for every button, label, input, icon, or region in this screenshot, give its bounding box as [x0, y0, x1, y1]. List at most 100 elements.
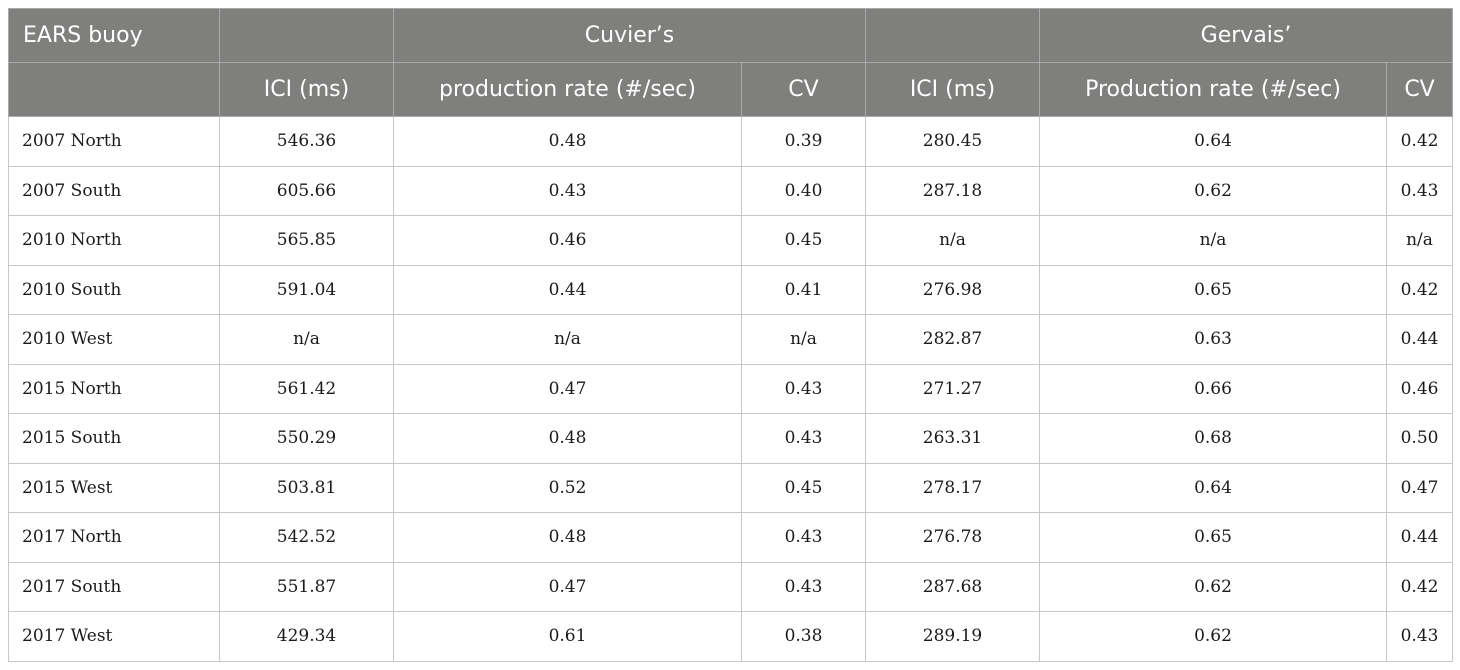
cell-gervais-production-rate: 0.65 — [1039, 264, 1388, 315]
cell-gervais-production-rate: 0.62 — [1039, 561, 1388, 612]
table-row: 2010 West n/a n/a n/a 282.87 0.63 0.44 — [8, 314, 1454, 365]
cell-buoy-label: 2015 South — [8, 413, 220, 464]
cell-buoy-label: 2017 South — [8, 561, 220, 612]
cell-cuvier-ici: 550.29 — [219, 413, 394, 464]
header-gervais-ici: ICI (ms) — [865, 62, 1041, 117]
cell-gervais-production-rate: n/a — [1039, 215, 1388, 266]
table-row: 2007 North 546.36 0.48 0.39 280.45 0.64 0.42 — [8, 116, 1454, 167]
cell-gervais-ici: 271.27 — [865, 363, 1041, 414]
cell-gervais-cv: 0.46 — [1386, 363, 1454, 414]
cell-cuvier-cv: 0.41 — [740, 264, 867, 315]
cell-cuvier-production-rate: 0.44 — [393, 264, 742, 315]
cell-cuvier-cv: 0.43 — [740, 363, 867, 414]
cell-cuvier-production-rate: 0.52 — [393, 462, 742, 513]
table-row: 2010 North 565.85 0.46 0.45 n/a n/a n/a — [8, 215, 1454, 266]
cell-cuvier-ici: 591.04 — [219, 264, 394, 315]
cell-gervais-ici: 282.87 — [865, 314, 1041, 365]
cell-cuvier-cv: 0.43 — [740, 512, 867, 563]
cell-buoy-label: 2007 North — [8, 116, 220, 167]
header-blank — [219, 8, 394, 63]
cell-cuvier-ici: 565.85 — [219, 215, 394, 266]
cell-gervais-production-rate: 0.62 — [1039, 611, 1388, 662]
cell-gervais-production-rate: 0.64 — [1039, 462, 1388, 513]
cell-gervais-cv: n/a — [1386, 215, 1454, 266]
cell-cuvier-production-rate: 0.48 — [393, 413, 742, 464]
cell-cuvier-ici: 542.52 — [219, 512, 394, 563]
cell-gervais-ici: 289.19 — [865, 611, 1041, 662]
cell-cuvier-production-rate: 0.48 — [393, 512, 742, 563]
header-row-group: EARS buoy Cuvier’s Gervais’ — [8, 8, 1454, 63]
cell-cuvier-cv: 0.43 — [740, 561, 867, 612]
table-body: 2007 North 546.36 0.48 0.39 280.45 0.64 0.42 20… — [8, 116, 1454, 662]
cell-cuvier-cv: 0.40 — [740, 165, 867, 216]
cell-cuvier-cv: n/a — [740, 314, 867, 365]
cell-buoy-label: 2010 North — [8, 215, 220, 266]
header-blank — [865, 8, 1041, 63]
cell-gervais-ici: 276.78 — [865, 512, 1041, 563]
cell-gervais-ici: 287.18 — [865, 165, 1041, 216]
header-cuvier-ici: ICI (ms) — [219, 62, 394, 117]
cell-cuvier-production-rate: n/a — [393, 314, 742, 365]
table-row: 2010 South 591.04 0.44 0.41 276.98 0.65 0.42 — [8, 264, 1454, 315]
cell-cuvier-ici: 561.42 — [219, 363, 394, 414]
cell-buoy-label: 2017 West — [8, 611, 220, 662]
cell-gervais-production-rate: 0.66 — [1039, 363, 1388, 414]
header-cuvier-production-rate: production rate (#/sec) — [393, 62, 742, 117]
header-gervais: Gervais’ — [1039, 8, 1454, 63]
table-row: 2017 West 429.34 0.61 0.38 289.19 0.62 0.43 — [8, 611, 1454, 662]
data-table: EARS buoy Cuvier’s Gervais’ ICI (ms) pro… — [8, 8, 1454, 662]
cell-cuvier-cv: 0.45 — [740, 215, 867, 266]
cell-gervais-cv: 0.44 — [1386, 314, 1454, 365]
cell-gervais-ici: 263.31 — [865, 413, 1041, 464]
cell-cuvier-production-rate: 0.47 — [393, 363, 742, 414]
cell-cuvier-ici: 503.81 — [219, 462, 394, 513]
cell-gervais-production-rate: 0.63 — [1039, 314, 1388, 365]
cell-gervais-production-rate: 0.62 — [1039, 165, 1388, 216]
table-row: 2015 West 503.81 0.52 0.45 278.17 0.64 0.47 — [8, 462, 1454, 513]
table-row: 2017 North 542.52 0.48 0.43 276.78 0.65 0.44 — [8, 512, 1454, 563]
cell-gervais-ici: 287.68 — [865, 561, 1041, 612]
cell-cuvier-production-rate: 0.61 — [393, 611, 742, 662]
cell-cuvier-cv: 0.39 — [740, 116, 867, 167]
header-cuviers: Cuvier’s — [392, 8, 867, 63]
cell-gervais-cv: 0.42 — [1386, 561, 1454, 612]
cell-gervais-production-rate: 0.68 — [1039, 413, 1388, 464]
cell-cuvier-cv: 0.43 — [740, 413, 867, 464]
cell-cuvier-production-rate: 0.46 — [393, 215, 742, 266]
cell-gervais-ici: n/a — [865, 215, 1041, 266]
cell-gervais-cv: 0.47 — [1386, 462, 1454, 513]
table-row: 2015 South 550.29 0.48 0.43 263.31 0.68 0.50 — [8, 413, 1454, 464]
cell-cuvier-ici: 546.36 — [219, 116, 394, 167]
cell-cuvier-ici: 429.34 — [219, 611, 394, 662]
cell-cuvier-ici: n/a — [219, 314, 394, 365]
cell-cuvier-ici: 605.66 — [219, 165, 394, 216]
header-row-columns: ICI (ms) production rate (#/sec) CV ICI … — [8, 62, 1454, 117]
cell-cuvier-production-rate: 0.43 — [393, 165, 742, 216]
cell-gervais-ici: 280.45 — [865, 116, 1041, 167]
cell-gervais-cv: 0.42 — [1386, 116, 1454, 167]
cell-buoy-label: 2010 South — [8, 264, 220, 315]
header-gervais-cv: CV — [1386, 62, 1454, 117]
cell-buoy-label: 2010 West — [8, 314, 220, 365]
cell-buoy-label: 2015 North — [8, 363, 220, 414]
cell-gervais-cv: 0.42 — [1386, 264, 1454, 315]
cell-gervais-production-rate: 0.65 — [1039, 512, 1388, 563]
cell-gervais-cv: 0.44 — [1386, 512, 1454, 563]
header-gervais-production-rate: Production rate (#/sec) — [1039, 62, 1388, 117]
table-header: EARS buoy Cuvier’s Gervais’ ICI (ms) pro… — [8, 8, 1454, 117]
cell-gervais-production-rate: 0.64 — [1039, 116, 1388, 167]
cell-gervais-cv: 0.43 — [1386, 165, 1454, 216]
cell-cuvier-cv: 0.38 — [740, 611, 867, 662]
cell-cuvier-production-rate: 0.47 — [393, 561, 742, 612]
table-row: 2007 South 605.66 0.43 0.40 287.18 0.62 0.43 — [8, 165, 1454, 216]
cell-gervais-cv: 0.43 — [1386, 611, 1454, 662]
cell-gervais-cv: 0.50 — [1386, 413, 1454, 464]
cell-buoy-label: 2015 West — [8, 462, 220, 513]
cell-cuvier-production-rate: 0.48 — [393, 116, 742, 167]
cell-buoy-label: 2017 North — [8, 512, 220, 563]
header-blank — [8, 62, 220, 117]
cell-gervais-ici: 276.98 — [865, 264, 1041, 315]
cell-cuvier-cv: 0.45 — [740, 462, 867, 513]
cell-gervais-ici: 278.17 — [865, 462, 1041, 513]
table-row: 2015 North 561.42 0.47 0.43 271.27 0.66 0.46 — [8, 363, 1454, 414]
